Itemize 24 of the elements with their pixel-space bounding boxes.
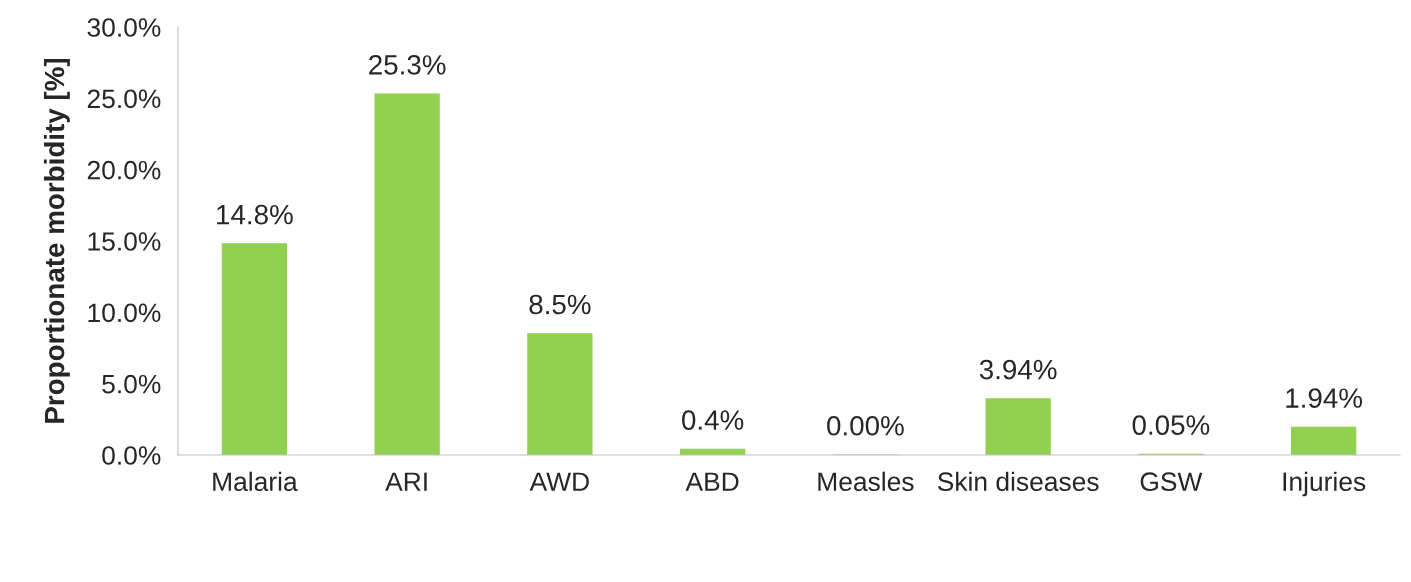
x-tick-label: AWD bbox=[529, 472, 589, 491]
x-tick-label: GSW bbox=[1140, 472, 1203, 492]
y-tick-label: 20.0% bbox=[87, 160, 161, 180]
y-tick-label: 0.0% bbox=[102, 446, 161, 465]
y-tick-label: 25.0% bbox=[87, 89, 161, 109]
data-label: 8.5% bbox=[529, 294, 591, 315]
data-label: 0.4% bbox=[682, 410, 744, 430]
x-tick-label: Measles bbox=[818, 471, 914, 492]
data-label: 1.94% bbox=[1286, 388, 1363, 408]
data-label: 14.8% bbox=[217, 204, 293, 225]
data-label: 0.00% bbox=[827, 415, 904, 436]
data-label: 0.05% bbox=[1132, 415, 1210, 435]
data-label: 25.3% bbox=[369, 55, 446, 75]
y-tick-label: 15.0% bbox=[88, 232, 161, 251]
y-tick-label: 10.0% bbox=[88, 303, 161, 323]
y-tick-label: 5.0% bbox=[102, 374, 161, 394]
x-tick-label: ARI bbox=[385, 472, 427, 491]
x-tick-label: ABD bbox=[685, 472, 739, 491]
y-tick-label: 30.0% bbox=[87, 18, 161, 37]
x-tick-label: Skin diseases bbox=[937, 471, 1099, 492]
x-tick-label: Injuries bbox=[1283, 471, 1366, 497]
data-label: 3.94% bbox=[979, 359, 1057, 380]
y-axis-title: Proportionate morbidity [%] bbox=[43, 58, 70, 423]
x-tick-label: Malaria bbox=[213, 471, 298, 492]
